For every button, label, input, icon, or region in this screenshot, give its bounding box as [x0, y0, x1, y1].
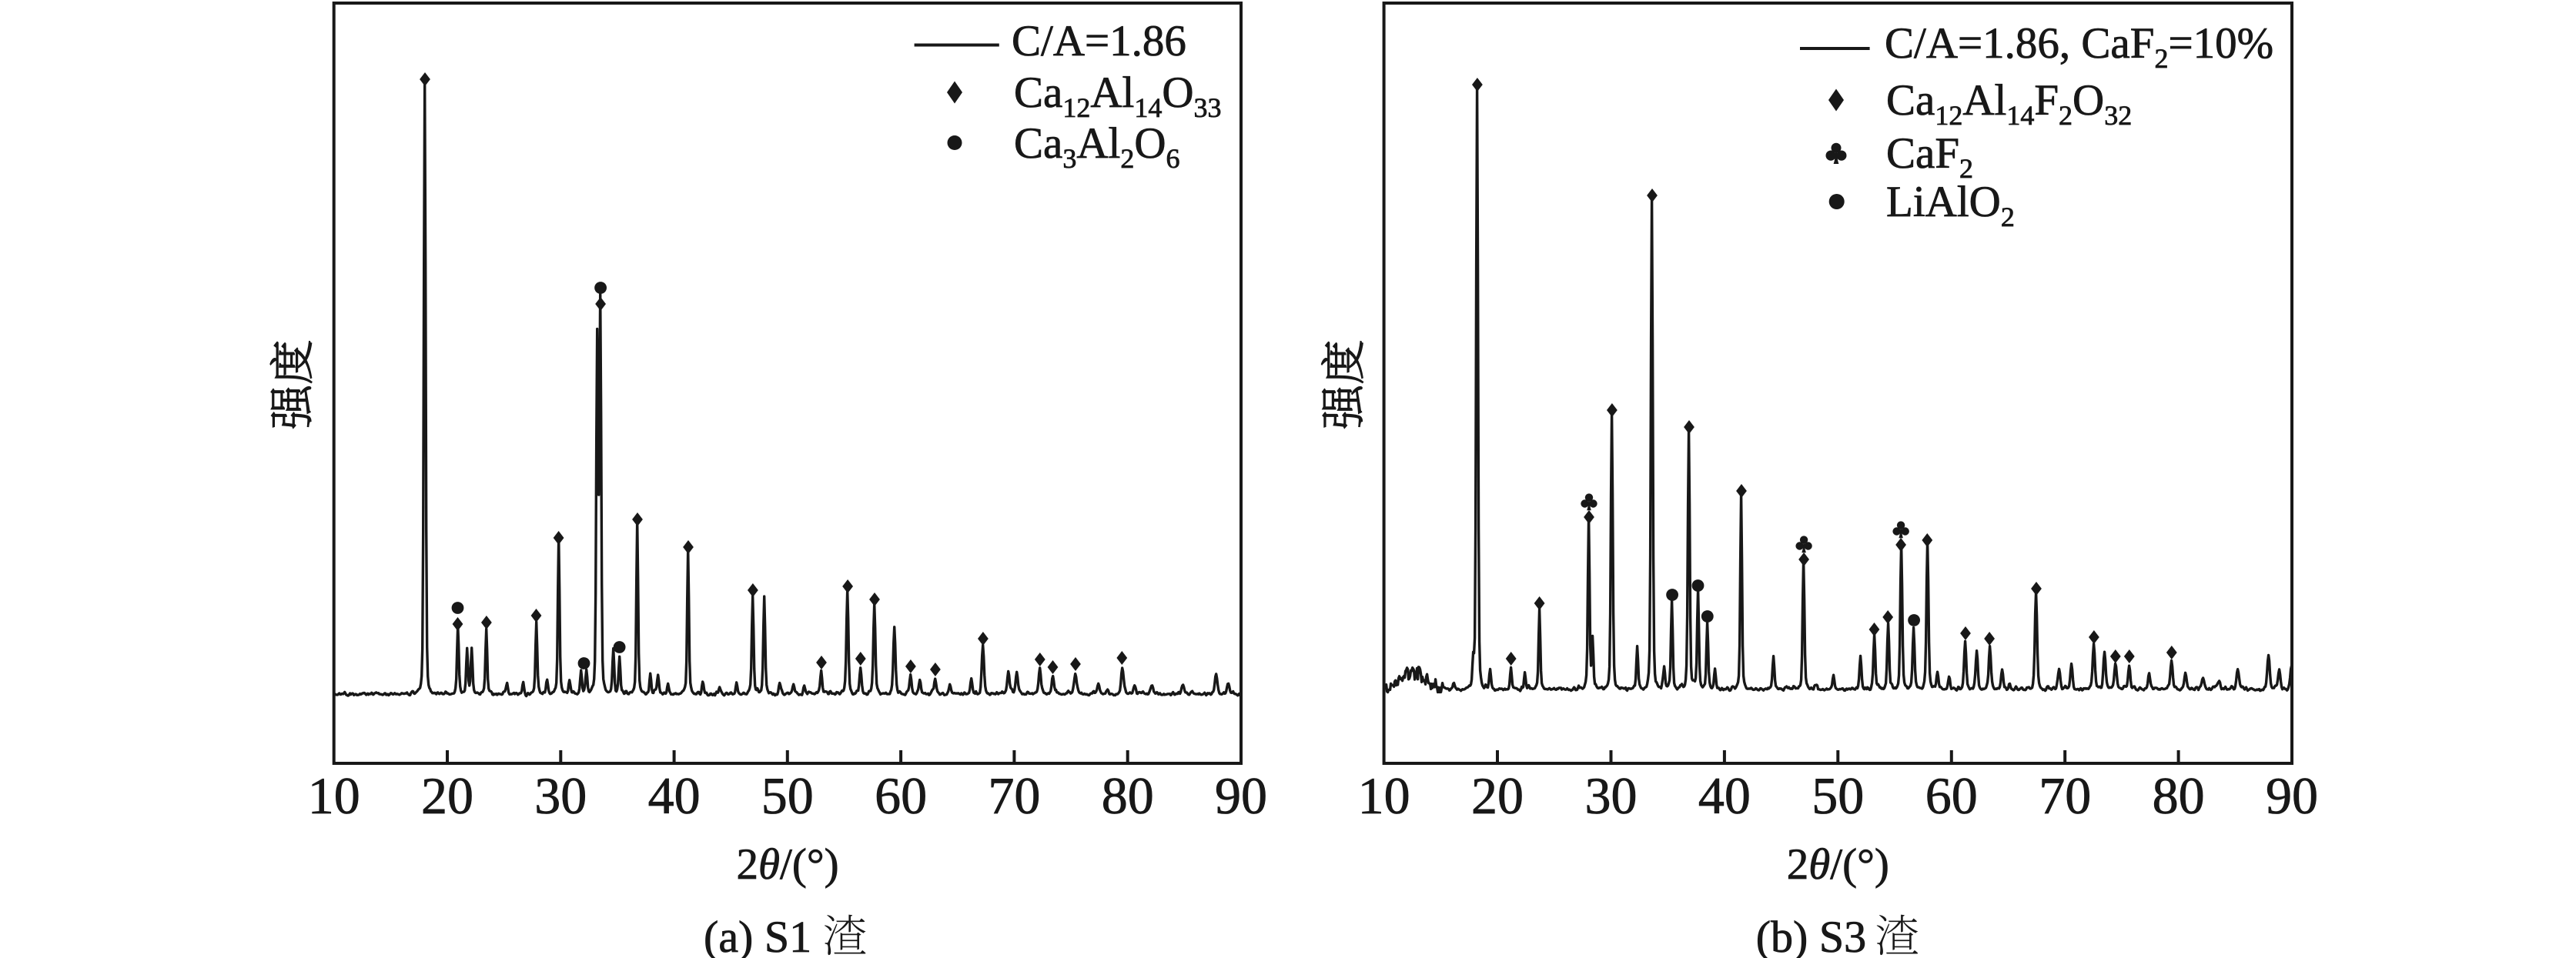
svg-text:80: 80 [1102, 766, 1154, 825]
svg-text:2θ/(°): 2θ/(°) [1787, 840, 1889, 889]
svg-text:Ca3Al2O6: Ca3Al2O6 [1014, 119, 1180, 174]
svg-text:Ca12Al14O33: Ca12Al14O33 [1014, 68, 1222, 123]
svg-text:50: 50 [1812, 766, 1864, 825]
svg-text:30: 30 [1585, 766, 1638, 825]
svg-text:60: 60 [875, 766, 927, 825]
svg-text:Ca12Al14F2O32: Ca12Al14F2O32 [1886, 76, 2132, 131]
svg-text:70: 70 [2039, 766, 2091, 825]
svg-text:10: 10 [308, 766, 360, 825]
svg-text:70: 70 [988, 766, 1040, 825]
svg-text:C/A=1.86, CaF2=10%: C/A=1.86, CaF2=10% [1885, 19, 2273, 74]
svg-text:(a) S1: (a) S1 [704, 912, 811, 958]
svg-text:50: 50 [761, 766, 814, 825]
svg-text:(b) S3: (b) S3 [1756, 912, 1866, 958]
svg-text:10: 10 [1358, 766, 1410, 825]
svg-text:90: 90 [1215, 766, 1267, 825]
svg-text:20: 20 [421, 766, 473, 825]
svg-text:2θ/(°): 2θ/(°) [737, 840, 839, 889]
svg-text:LiAlO2: LiAlO2 [1886, 178, 2015, 232]
svg-text:20: 20 [1471, 766, 1524, 825]
svg-text:80: 80 [2153, 766, 2205, 825]
svg-text:C/A=1.86: C/A=1.86 [1012, 17, 1186, 65]
svg-text:90: 90 [2266, 766, 2318, 825]
svg-text:40: 40 [648, 766, 701, 825]
svg-text:30: 30 [534, 766, 587, 825]
svg-text:CaF2: CaF2 [1886, 129, 1973, 184]
svg-text:40: 40 [1698, 766, 1751, 825]
svg-text:60: 60 [1925, 766, 1978, 825]
